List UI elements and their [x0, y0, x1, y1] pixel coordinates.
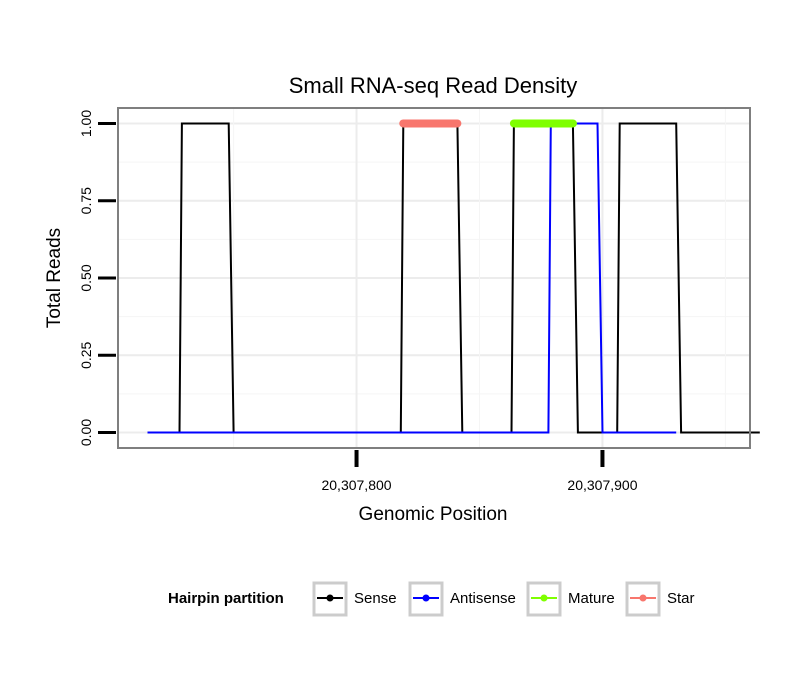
legend-swatch-point-sense — [326, 594, 334, 602]
series-layer — [147, 119, 760, 434]
x-tick-label: 20,307,900 — [567, 477, 637, 493]
plot-border — [117, 107, 751, 449]
legend-key-mature — [526, 581, 562, 617]
legend-label-sense: Sense — [354, 590, 397, 607]
legend-swatch-point-antisense — [422, 594, 430, 602]
x-tick-label: 20,307,800 — [321, 477, 391, 493]
legend-label-antisense: Antisense — [450, 590, 516, 607]
legend: Hairpin partition Sense Antisense Mature St… — [168, 581, 695, 617]
legend-label-mature: Mature — [568, 590, 615, 607]
legend-swatch-point-mature — [540, 594, 548, 602]
y-tick-label: 0.00 — [78, 419, 94, 446]
legend-label-star: Star — [667, 590, 695, 607]
legend-swatch-point-star — [639, 594, 647, 602]
x-axis-title: Genomic Position — [359, 504, 508, 525]
legend-title: Hairpin partition — [168, 590, 284, 607]
y-axis: 0.00 0.25 0.50 0.75 1.00 — [78, 110, 116, 446]
y-tick-label: 0.75 — [78, 187, 94, 214]
y-tick-label: 0.25 — [78, 341, 94, 368]
x-axis: 20,307,800 20,307,900 — [321, 450, 638, 493]
y-tick-label: 1.00 — [78, 110, 94, 137]
y-axis-title: Total Reads — [44, 228, 65, 328]
y-tick-label: 0.50 — [78, 264, 94, 291]
chart-title: Small RNA-seq Read Density — [289, 73, 578, 98]
